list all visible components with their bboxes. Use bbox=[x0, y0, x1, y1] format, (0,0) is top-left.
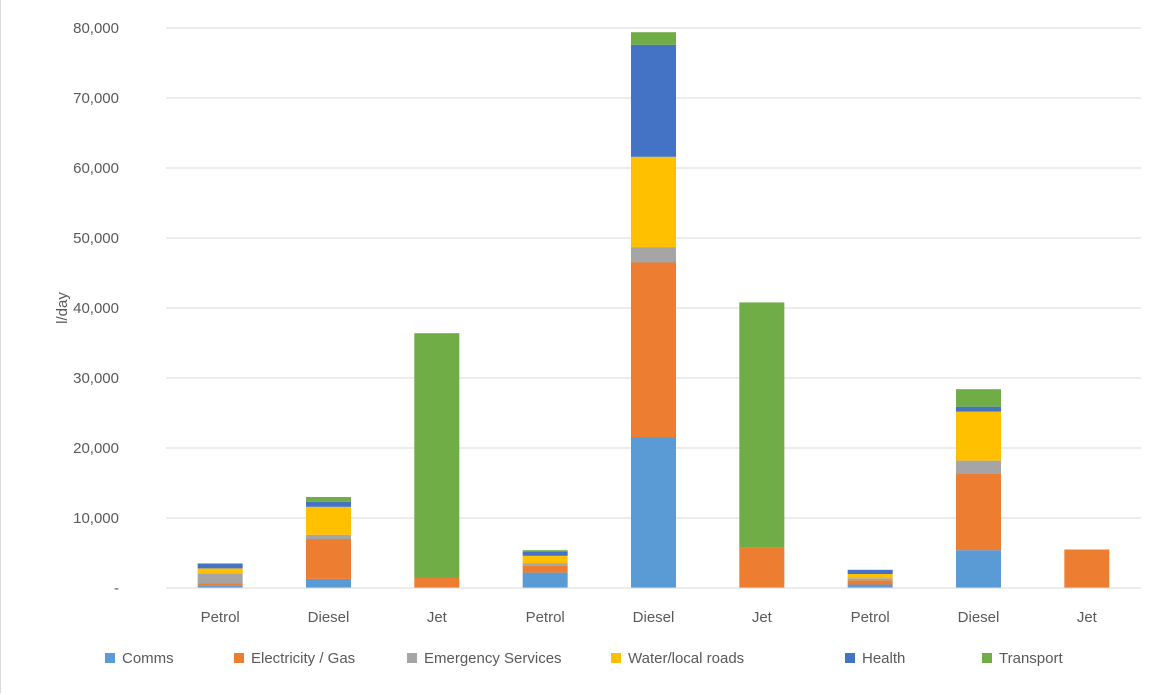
bar-segment-health bbox=[306, 501, 351, 507]
bar-segment-water-local-roads bbox=[631, 156, 676, 248]
bar-segment-health bbox=[631, 44, 676, 157]
bar-segment-health bbox=[522, 551, 568, 556]
x-tick-label: Petrol bbox=[526, 609, 565, 626]
bar-segment-comms bbox=[956, 550, 1001, 588]
legend-swatch bbox=[611, 653, 621, 663]
bar-segment-electricity-gas bbox=[956, 473, 1001, 551]
bar-segment-health bbox=[847, 569, 893, 574]
legend-label: Water/local roads bbox=[628, 650, 744, 667]
bar-segment-health bbox=[197, 563, 243, 569]
x-tick-label: Diesel bbox=[633, 609, 675, 626]
x-tick-label: Jet bbox=[427, 609, 448, 626]
legend-item-emergency-services: Emergency Services bbox=[407, 650, 562, 667]
bar-segment-electricity-gas bbox=[306, 539, 351, 579]
bar-segment-emergency-services bbox=[306, 534, 351, 539]
bar-segment-water-local-roads bbox=[956, 411, 1001, 461]
y-tick-label: 60,000 bbox=[73, 160, 119, 177]
legend-item-water-local-roads: Water/local roads bbox=[611, 650, 744, 667]
x-tick-label: Diesel bbox=[308, 609, 350, 626]
bar-segment-electricity-gas bbox=[197, 583, 243, 586]
bar-segment-comms bbox=[306, 578, 351, 588]
y-tick-label: 70,000 bbox=[73, 90, 119, 107]
legend-label: Comms bbox=[122, 650, 174, 667]
legend-swatch bbox=[845, 653, 855, 663]
y-tick-label: 10,000 bbox=[73, 510, 119, 527]
bar-segment-electricity-gas bbox=[631, 262, 676, 438]
legend: Comms Electricity / Gas Emergency Services… bbox=[105, 650, 1063, 667]
legend-item-transport: Transport bbox=[982, 650, 1063, 667]
bar-segment-comms bbox=[197, 585, 243, 588]
bar-segment-health bbox=[956, 406, 1001, 412]
bar-segment-transport bbox=[739, 302, 785, 548]
bar-segment-emergency-services bbox=[847, 578, 893, 581]
y-tick-label: 20,000 bbox=[73, 440, 119, 457]
bar-segment-transport bbox=[631, 32, 676, 45]
legend-item-comms: Comms bbox=[105, 650, 174, 667]
bar-segment-emergency-services bbox=[522, 563, 568, 566]
x-tick-label: Diesel bbox=[958, 609, 1000, 626]
legend-swatch bbox=[982, 653, 992, 663]
bars bbox=[197, 32, 1110, 588]
legend-label: Emergency Services bbox=[424, 650, 562, 667]
bar-segment-comms bbox=[631, 437, 676, 588]
legend-swatch bbox=[105, 653, 115, 663]
bar-segment-water-local-roads bbox=[197, 568, 243, 574]
x-tick-label: Petrol bbox=[851, 609, 890, 626]
bar-segment-water-local-roads bbox=[306, 506, 351, 535]
bar-segment-electricity-gas bbox=[847, 580, 893, 585]
bar-segment-transport bbox=[414, 333, 460, 578]
legend-swatch bbox=[234, 653, 244, 663]
bar-segment-emergency-services bbox=[197, 573, 243, 584]
x-tick-label: Jet bbox=[752, 609, 773, 626]
y-tick-label: 50,000 bbox=[73, 230, 119, 247]
bar-segment-emergency-services bbox=[631, 247, 676, 263]
legend-label: Transport bbox=[999, 650, 1063, 667]
x-axis: Petrol Diesel Jet Petrol Diesel Jet Petrol Dies… bbox=[166, 587, 1141, 626]
x-tick-label: Jet bbox=[1077, 609, 1098, 626]
x-tick-label: Petrol bbox=[201, 609, 240, 626]
bar-segment-transport bbox=[956, 389, 1001, 407]
bar-segment-water-local-roads bbox=[847, 574, 893, 579]
bar-segment-electricity-gas bbox=[1064, 549, 1110, 588]
bar-segment-emergency-services bbox=[956, 460, 1001, 474]
y-tick-label: 40,000 bbox=[73, 300, 119, 317]
legend-label: Electricity / Gas bbox=[251, 650, 355, 667]
bar-segment-electricity-gas bbox=[522, 565, 568, 573]
bar-segment-electricity-gas bbox=[739, 547, 785, 588]
bar-segment-electricity-gas bbox=[414, 577, 460, 588]
y-axis-label: l/day bbox=[54, 292, 71, 324]
y-tick-label: - bbox=[114, 580, 119, 597]
bar-segment-transport bbox=[522, 550, 568, 552]
y-tick-label: 30,000 bbox=[73, 370, 119, 387]
legend-label: Health bbox=[862, 650, 905, 667]
bar-segment-comms bbox=[847, 584, 893, 588]
legend-swatch bbox=[407, 653, 417, 663]
bar-segment-transport bbox=[306, 497, 351, 502]
y-axis: - 10,000 20,000 30,000 40,000 50,000 60,000 70,… bbox=[73, 20, 119, 597]
bar-segment-comms bbox=[522, 572, 568, 588]
y-tick-label: 80,000 bbox=[73, 20, 119, 37]
legend-item-electricity-gas: Electricity / Gas bbox=[234, 650, 355, 667]
legend-item-health: Health bbox=[845, 650, 905, 667]
bar-segment-water-local-roads bbox=[522, 555, 568, 564]
